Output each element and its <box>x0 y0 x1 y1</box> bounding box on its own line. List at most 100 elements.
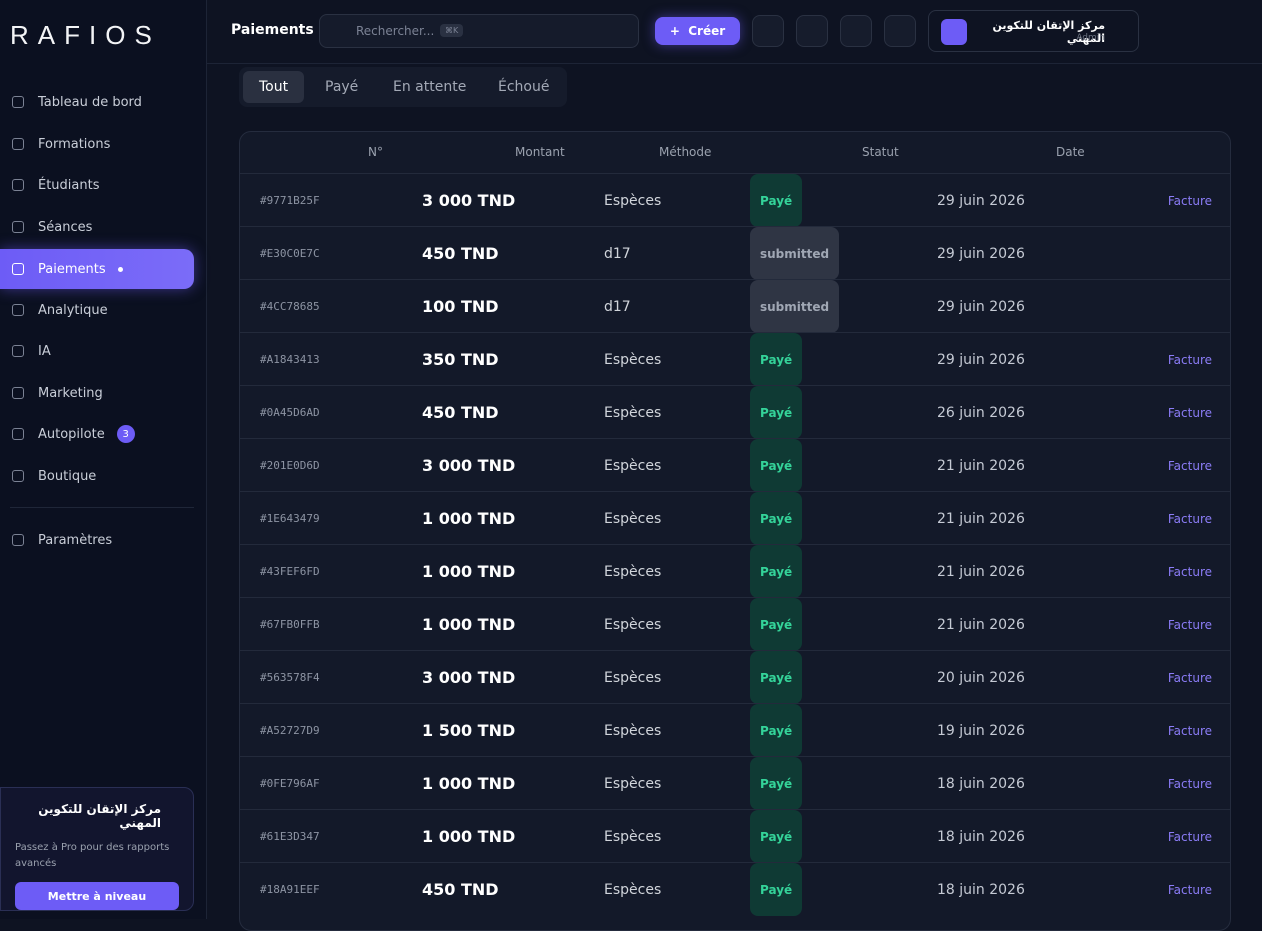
amount: 100 TND <box>422 297 499 316</box>
payment-id: #1E643479 <box>260 512 320 525</box>
payment-id: #0FE796AF <box>260 777 320 790</box>
filter-tab[interactable]: Payé <box>325 79 359 95</box>
invoice-link[interactable]: Facture <box>1167 352 1212 367</box>
shortcut: ⌘K <box>440 24 464 37</box>
nav-label: IA <box>38 343 51 359</box>
nav-label: Paiements <box>38 261 106 277</box>
filter-tab[interactable]: En attente <box>393 79 467 95</box>
logo[interactable]: RAFIOS <box>10 20 161 50</box>
column-header: Montant <box>515 145 565 159</box>
nav-icon <box>12 345 24 357</box>
invoice-link[interactable]: Facture <box>1167 776 1212 791</box>
method: Espèces <box>604 563 662 580</box>
method: Espèces <box>604 828 662 845</box>
amount: 1 000 TND <box>422 774 516 793</box>
method: Espèces <box>604 881 662 898</box>
invoice-link[interactable]: Facture <box>1167 511 1212 526</box>
nav-item[interactable]: Étudiants <box>0 165 194 205</box>
date: 21 juin 2026 <box>937 457 1025 474</box>
nav-icon <box>12 304 24 316</box>
nav-item[interactable]: Tableau de bord <box>0 82 194 122</box>
user-name: مركز الإتقان للتكوين المهني <box>992 19 1105 45</box>
invoice-link[interactable]: Facture <box>1167 882 1212 897</box>
search-box[interactable]: Rechercher... ⌘K <box>319 14 639 48</box>
user-role: Admin <box>1076 33 1105 43</box>
invoice-link[interactable]: Facture <box>1167 564 1212 579</box>
active-dot <box>117 266 123 272</box>
date: 18 juin 2026 <box>937 881 1025 898</box>
notifications-button[interactable] <box>884 15 916 47</box>
invoice-link[interactable]: Facture <box>1167 617 1212 632</box>
nav-item[interactable]: Boutique <box>0 456 194 496</box>
amount: 1 000 TND <box>422 827 516 846</box>
invoice-link[interactable]: Facture <box>1167 193 1212 208</box>
amount: 3 000 TND <box>422 456 516 475</box>
date: 29 juin 2026 <box>937 298 1025 315</box>
date: 20 juin 2026 <box>937 669 1025 686</box>
status-pill: Payé <box>750 386 803 439</box>
nav-icon <box>12 138 24 150</box>
nav-icon <box>12 263 24 275</box>
table-row: #43FEF6FD 1 000 TND Espèces Payé 21 juin 202… <box>240 544 1230 598</box>
theme-button[interactable] <box>752 15 784 47</box>
status-pill: Payé <box>750 863 803 916</box>
payment-id: #43FEF6FD <box>260 565 320 578</box>
amount: 3 000 TND <box>422 191 516 210</box>
user-menu[interactable]: مركز الإتقان للتكوين المهني Admin <box>928 10 1139 52</box>
payment-id: #A52727D9 <box>260 724 320 737</box>
nav-item[interactable]: Analytique <box>0 290 194 330</box>
filter-tabs: Tout Payé En attente Échoué <box>239 67 567 107</box>
nav-label: Séances <box>38 219 93 235</box>
payment-id: #4CC78685 <box>260 300 320 313</box>
method: Espèces <box>604 669 662 686</box>
nav-item[interactable]: IA <box>0 331 194 371</box>
amount: 3 000 TND <box>422 668 516 687</box>
nav-item[interactable]: Paiements <box>0 249 194 289</box>
topbar: Paiements Rechercher... ⌘K + Créer مركز … <box>207 0 1262 64</box>
date: 29 juin 2026 <box>937 245 1025 262</box>
status-pill: Payé <box>750 704 803 757</box>
nav-icon <box>12 221 24 233</box>
invoice-link[interactable]: Facture <box>1167 723 1212 738</box>
method: Espèces <box>604 722 662 739</box>
status-pill: Payé <box>750 598 803 651</box>
amount: 450 TND <box>422 880 499 899</box>
invoice-link[interactable]: Facture <box>1167 829 1212 844</box>
nav-item[interactable]: Marketing <box>0 373 194 413</box>
method: Espèces <box>604 775 662 792</box>
method: Espèces <box>604 510 662 527</box>
date: 29 juin 2026 <box>937 351 1025 368</box>
create-button[interactable]: + Créer <box>655 17 740 45</box>
nav-item[interactable]: Formations <box>0 124 194 164</box>
nav-item[interactable]: Autopilote 3 <box>0 414 194 454</box>
create-label: Créer <box>688 24 726 38</box>
method: d17 <box>604 245 631 262</box>
date: 29 juin 2026 <box>937 192 1025 209</box>
nav-item[interactable]: Séances <box>0 207 194 247</box>
invoice-link[interactable]: Facture <box>1167 405 1212 420</box>
amount: 1 500 TND <box>422 721 516 740</box>
table-row: #A1843413 350 TND Espèces Payé 29 juin 2026 F… <box>240 332 1230 386</box>
messages-button[interactable] <box>840 15 872 47</box>
status-pill: Payé <box>750 545 803 598</box>
language-button[interactable] <box>796 15 828 47</box>
nav-label: Étudiants <box>38 177 100 193</box>
table-row: #1E643479 1 000 TND Espèces Payé 21 juin 202… <box>240 491 1230 545</box>
nav-item[interactable]: Paramètres <box>0 520 194 560</box>
status-pill: Payé <box>750 810 803 863</box>
nav-label: Tableau de bord <box>38 94 142 110</box>
nav-label: Autopilote <box>38 426 105 442</box>
filter-tab[interactable]: Échoué <box>498 79 550 95</box>
amount: 450 TND <box>422 244 499 263</box>
amount: 450 TND <box>422 403 499 422</box>
amount: 350 TND <box>422 350 499 369</box>
invoice-link[interactable]: Facture <box>1167 670 1212 685</box>
invoice-link[interactable]: Facture <box>1167 458 1212 473</box>
status-pill: Payé <box>750 333 803 386</box>
filter-tab[interactable]: Tout <box>243 71 305 103</box>
date: 18 juin 2026 <box>937 775 1025 792</box>
upgrade-button[interactable]: Mettre à niveau <box>15 882 179 910</box>
status-pill: submitted <box>750 227 840 280</box>
table-row: #0FE796AF 1 000 TND Espèces Payé 18 juin 202… <box>240 756 1230 810</box>
